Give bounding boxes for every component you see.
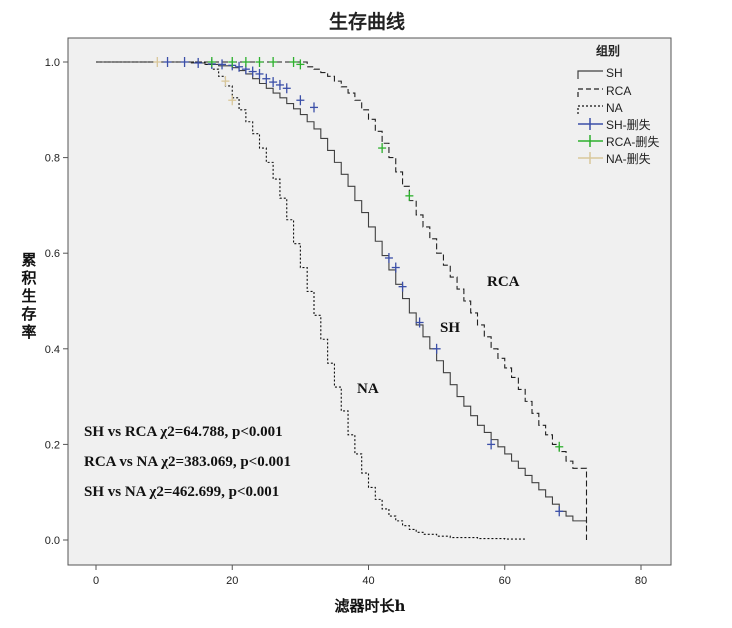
stat-sh-vs-rca: SH vs RCA χ2=64.788, p<0.001: [84, 424, 283, 440]
y-axis-title-char: 率: [21, 323, 36, 341]
legend-label-na: NA: [606, 101, 623, 115]
legend-label-sh: SH: [606, 66, 623, 80]
curve-label-rca: RCA: [487, 274, 520, 290]
legend-swatch-sh: [577, 70, 603, 79]
y-tick-label-1.0: 1.0: [45, 57, 60, 69]
curve-label-na: NA: [357, 381, 379, 397]
legend-item-rca: RCA: [577, 84, 631, 98]
y-axis-title-char: 生: [21, 287, 36, 305]
curve-label-sh: SH: [440, 320, 460, 336]
legend-label-na-censored: NA-删失: [606, 151, 651, 166]
x-tick-label-20: 20: [226, 575, 238, 587]
stat-rca-vs-na: RCA vs NA χ2=383.069, p<0.001: [84, 454, 291, 470]
chart-title: 生存曲线: [329, 10, 405, 33]
x-axis-title: 滤器时长h: [335, 597, 406, 615]
legend-label-rca: RCA: [606, 84, 631, 98]
legend-swatch-rca: [577, 88, 603, 97]
x-tick-label-40: 40: [362, 575, 374, 587]
axes: 0 20 40 60 80 0.0 0.2 0.4 0.6 0.8 1.0: [45, 57, 647, 587]
censor-marks: [153, 57, 564, 517]
legend-item-rca-censored: RCA-删失: [578, 134, 659, 149]
x-tick-label-60: 60: [499, 575, 511, 587]
legend-item-sh-censored: SH-删失: [578, 117, 651, 132]
x-tick-label-80: 80: [635, 575, 647, 587]
legend-item-sh: SH: [577, 66, 623, 80]
y-tick-label-0.2: 0.2: [45, 439, 60, 451]
legend-item-na-censored: NA-删失: [578, 151, 651, 166]
legend-label-rca-censored: RCA-删失: [606, 134, 659, 149]
y-axis-title-char: 存: [21, 305, 36, 323]
legend-swatch-na: [577, 105, 603, 114]
stat-sh-vs-na: SH vs NA χ2=462.699, p<0.001: [84, 484, 279, 500]
y-tick-label-0.6: 0.6: [45, 248, 60, 260]
legend-label-sh-censored: SH-删失: [606, 117, 651, 132]
plot-area: [67, 37, 672, 566]
y-tick-label-0.8: 0.8: [45, 153, 60, 165]
y-axis-title-char: 累: [21, 251, 36, 269]
y-tick-label-0.4: 0.4: [45, 344, 60, 356]
y-axis-title-char: 积: [21, 269, 36, 287]
x-tick-label-0: 0: [93, 575, 99, 587]
legend-item-na: NA: [577, 101, 623, 115]
curve-rca: [96, 61, 588, 540]
y-tick-label-0.0: 0.0: [45, 535, 60, 547]
legend: 组别 SH RCA NA SH-删失 RCA-删失 NA-删失: [577, 43, 659, 166]
legend-title: 组别: [596, 43, 620, 58]
curve-na: [96, 61, 526, 540]
